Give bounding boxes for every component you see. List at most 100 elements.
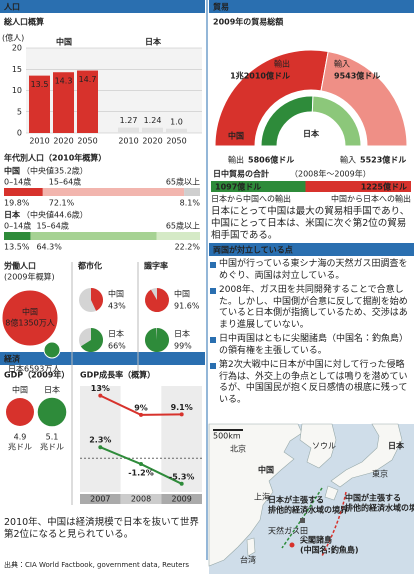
trade-bar [305,181,411,192]
x-tick-label: 2050 [166,137,186,146]
senkaku-marker [289,542,295,548]
map-label: 天然ガス田 [268,526,308,536]
chart-title: 2009年の貿易総額 [213,17,284,27]
segment-label: 65歳以上 [166,221,200,231]
bar [53,72,74,133]
value-label: 1.0 [170,117,183,126]
gdp-circle [37,397,67,427]
growth-point [98,445,103,450]
group-label: 日本 [145,37,162,47]
bar [29,75,50,133]
value-label: 66% [108,342,126,351]
chart-title: 労働人口 [4,261,36,271]
chart-subtitle: （2008年～2009年） [290,169,371,179]
labor-circle [1,289,59,347]
bullet-item: 中国が行っている東シナ海の天然ガス田調査をめぐり、両国は対立している。 [210,259,412,282]
value-label: 72.1% [49,199,75,208]
x-tick-label: 2050 [77,137,97,146]
circle-label: 中国 [12,385,28,395]
unit-label: 兆ドル [40,442,64,452]
x-tick-label: 2008 [131,495,151,504]
bullet-list: 中国が行っている東シナ海の天然ガス田調査をめぐり、両国は対立している。 2008年… [210,259,412,406]
bar [166,128,187,133]
map-annotation: (中国名:釣魚島) [300,545,359,555]
bullet-item: 第2次大戦中に日本が中国に対して行った侵略行為は、外交上の争点としては鳴りを潜め… [210,360,412,406]
map-land [299,423,337,469]
value-label: 2.3% [89,436,111,445]
bar-label: 日本から中国への輸出 [211,194,291,204]
category-bg [80,494,121,504]
y-tick-label: 20 [12,44,22,53]
map-scale: 500km [213,432,241,441]
value-label: 5523億ドル [360,155,406,165]
segment-label: 0–14歳 [4,177,31,187]
bar-label: 中国から日本への輸出 [331,194,411,204]
section-header-bar [0,352,205,365]
map-annotation: 尖閣諸島 [299,535,332,545]
section-header-bar [0,0,205,13]
section-header: 貿易 [213,2,229,12]
x-tick-label: 2009 [171,495,191,504]
band-bg [120,386,162,492]
section-header: 両国が対立している点 [213,245,293,255]
map-annotation: 排他的経済水域の境界 [345,503,414,513]
bullet-icon [210,337,216,343]
age-segment [4,232,31,240]
map-label: 東京 [372,469,388,479]
pie-label: 中国 [108,289,124,299]
country-label: 中国 [228,131,244,141]
value-label: 6593万人 [24,365,60,374]
x-tick-label: 2020 [53,137,73,146]
band-bg [161,386,202,492]
bullet-text: 中国が行っている東シナ海の天然ガス田調査をめぐり、両国は対立している。 [219,259,408,281]
labor-circle [43,341,61,359]
value-label: 4.9 [14,433,27,442]
flow-label: 輸出 [274,59,290,69]
trade-bar [211,181,306,192]
pie-slice [144,288,169,313]
value-label: 9543億ドル [334,71,380,81]
chart-title: 年代別人口（2010年概算） [4,153,106,163]
map-annotation: 日本が主張する [268,495,324,505]
chart-title: GDP成長率（概算） [80,370,155,380]
value-label: 1.24 [144,116,162,125]
y-tick-label: 15 [12,65,22,74]
circle-label: 中国 [22,307,38,317]
value-label: 1.27 [120,116,138,125]
value-label: 13.5 [31,80,49,89]
age-segment [4,188,43,196]
chart-title: 都市化 [77,261,102,271]
unit-label: 兆ドル [8,442,32,452]
age-segment [184,188,200,196]
chart-subtitle: (2009年概算) [4,272,55,282]
section-header-bar [209,243,414,256]
group-label: 中国 [4,166,20,176]
trade-note: 日本にとって中国は最大の貿易相手国であり、中国にとって日本は、米国に次ぐ第2位の… [211,206,410,241]
value-label: 13.5% [4,243,30,252]
bullet-icon [210,262,216,268]
circle-label: 日本 [44,385,60,395]
map-label: ソウル [312,442,336,451]
japan-eez-claim [281,487,323,549]
source: 出典：CIA World Factbook, government data, … [4,561,190,569]
pie-slice [145,328,170,352]
y-tick-label: 10 [12,86,22,95]
pie-slice [91,288,104,311]
x-tick-label: 2010 [29,137,49,146]
category-bg [161,494,202,504]
section-header: 経済 [3,354,21,364]
map-land [208,423,303,567]
map-label: 中国 [258,465,274,475]
map-annotation: 排他的経済水域の境界 [268,505,349,515]
segment-label: 15–64歳 [49,177,81,187]
bullet-icon [210,363,216,369]
value-label: 43% [108,302,126,311]
value-label: 8.1% [180,199,201,208]
age-segment [30,232,157,240]
bullet-item: 日中両国はともに尖閣諸島（中国名：釣魚島）の領有権を主張している。 [210,334,412,357]
map-label: 北京 [230,445,246,454]
map-land [246,537,256,557]
y-tick-label: 0 [17,129,22,138]
